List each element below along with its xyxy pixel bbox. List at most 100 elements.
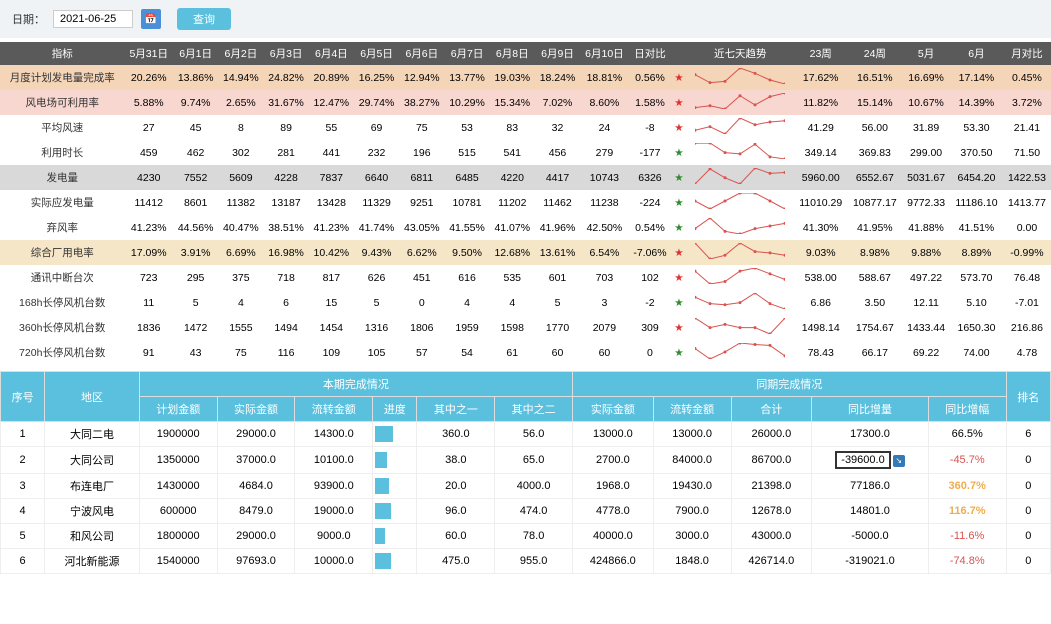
metric-value: 12.68% (490, 240, 535, 265)
day-compare: 1.58% (629, 90, 672, 115)
metrics-col-header[interactable]: 6月3日 (263, 42, 308, 65)
pct: -45.7% (928, 447, 1006, 474)
metric-value: 53 (444, 115, 489, 140)
completion-subheader[interactable]: 同比增幅 (928, 397, 1006, 422)
completion-subheader[interactable]: 计划金额 (139, 397, 217, 422)
metric-value: 116 (263, 340, 308, 365)
metric-value: 1316 (354, 315, 399, 340)
completion-table: 序号 地区 本期完成情况 同期完成情况 排名 计划金额实际金额流转金额进度其中之… (0, 371, 1051, 574)
metric-value: 616 (444, 265, 489, 290)
metric-value: 1836 (124, 315, 173, 340)
col-seq[interactable]: 序号 (1, 372, 45, 422)
completion-subheader[interactable]: 流转金额 (653, 397, 731, 422)
seq: 6 (1, 549, 45, 574)
total: 426714.0 (731, 549, 812, 574)
completion-subheader[interactable]: 其中之二 (495, 397, 573, 422)
part1: 475.0 (417, 549, 495, 574)
metric-value: 61 (490, 340, 535, 365)
completion-subheader[interactable]: 实际金额 (217, 397, 295, 422)
metric-value: 41.07% (490, 215, 535, 240)
metrics-row: 720h长停风机台数91437511610910557546160600★78.… (0, 340, 1051, 365)
metrics-col-header[interactable] (671, 42, 686, 65)
calendar-icon[interactable]: 📅 (141, 9, 161, 29)
week-value: 31.89 (902, 115, 950, 140)
completion-subheader[interactable]: 实际金额 (573, 397, 654, 422)
week-value: 3.50 (848, 290, 903, 315)
metric-value: 281 (263, 140, 308, 165)
metrics-col-header[interactable]: 6月6日 (399, 42, 444, 65)
trend-star: ★ (671, 90, 686, 115)
metrics-col-header[interactable]: 日对比 (629, 42, 672, 65)
metric-value: 27 (124, 115, 173, 140)
metric-value: 18.81% (580, 65, 629, 90)
metric-value: 5609 (218, 165, 263, 190)
trend-star: ★ (671, 265, 686, 290)
metric-value: 60 (580, 340, 629, 365)
col-region[interactable]: 地区 (45, 372, 140, 422)
completion-subheader[interactable]: 其中之一 (417, 397, 495, 422)
flow-amount: 19000.0 (295, 499, 373, 524)
metrics-col-header[interactable]: 6月 (950, 42, 1003, 65)
month-compare: 21.41 (1003, 115, 1051, 140)
rank: 0 (1006, 549, 1050, 574)
day-compare: -8 (629, 115, 672, 140)
col-rank[interactable]: 排名 (1006, 372, 1050, 422)
metric-value: 3 (580, 290, 629, 315)
metrics-col-header[interactable]: 6月10日 (580, 42, 629, 65)
metrics-col-header[interactable]: 月对比 (1003, 42, 1051, 65)
same-actual: 40000.0 (573, 524, 654, 549)
completion-subheader[interactable]: 进度 (373, 397, 417, 422)
metrics-col-header[interactable]: 24周 (848, 42, 903, 65)
metric-value: 41.23% (309, 215, 354, 240)
week-value: 9.88% (902, 240, 950, 265)
metrics-col-header[interactable]: 6月8日 (490, 42, 535, 65)
day-compare: 6326 (629, 165, 672, 190)
week-value: 41.88% (902, 215, 950, 240)
day-compare: -177 (629, 140, 672, 165)
col-current[interactable]: 本期完成情况 (139, 372, 572, 397)
metrics-col-header[interactable]: 5月31日 (124, 42, 173, 65)
metric-value: 12.94% (399, 65, 444, 90)
month-compare: 216.86 (1003, 315, 1051, 340)
completion-row: 5和风公司180000029000.09000.060.078.040000.0… (1, 524, 1051, 549)
metric-value: 4230 (124, 165, 173, 190)
metrics-col-header[interactable]: 6月4日 (309, 42, 354, 65)
progress-bar (373, 524, 417, 549)
metrics-col-header[interactable]: 5月 (902, 42, 950, 65)
week-value: 17.14% (950, 65, 1003, 90)
completion-subheader[interactable]: 合计 (731, 397, 812, 422)
metrics-col-header[interactable]: 6月2日 (218, 42, 263, 65)
query-button[interactable]: 查询 (177, 8, 231, 30)
metric-value: 13.77% (444, 65, 489, 90)
completion-subheader[interactable]: 流转金额 (295, 397, 373, 422)
metric-value: 9.50% (444, 240, 489, 265)
metrics-col-header[interactable]: 6月1日 (173, 42, 218, 65)
sparkline (687, 315, 794, 340)
metrics-col-header[interactable]: 6月5日 (354, 42, 399, 65)
sparkline (687, 290, 794, 315)
date-input[interactable] (53, 10, 133, 28)
sparkline (687, 65, 794, 90)
metric-label: 利用时长 (0, 140, 124, 165)
week-value: 11.82% (794, 90, 848, 115)
flow-amount: 9000.0 (295, 524, 373, 549)
metrics-col-header[interactable]: 近七天趋势 (687, 42, 794, 65)
metrics-col-header[interactable]: 6月9日 (535, 42, 580, 65)
same-flow: 84000.0 (653, 447, 731, 474)
metrics-col-header[interactable]: 指标 (0, 42, 124, 65)
metric-label: 综合厂用电率 (0, 240, 124, 265)
metrics-row: 综合厂用电率17.09%3.91%6.69%16.98%10.42%9.43%6… (0, 240, 1051, 265)
metrics-col-header[interactable]: 6月7日 (444, 42, 489, 65)
week-value: 1498.14 (794, 315, 848, 340)
day-compare: 102 (629, 265, 672, 290)
day-compare: 0 (629, 340, 672, 365)
seq: 5 (1, 524, 45, 549)
part1: 96.0 (417, 499, 495, 524)
col-sameperiod[interactable]: 同期完成情况 (573, 372, 1007, 397)
metric-value: 5.88% (124, 90, 173, 115)
metrics-col-header[interactable]: 23周 (794, 42, 848, 65)
metric-value: 89 (263, 115, 308, 140)
week-value: 9772.33 (902, 190, 950, 215)
expand-icon[interactable]: ↘ (893, 455, 905, 467)
completion-subheader[interactable]: 同比增量 (812, 397, 929, 422)
